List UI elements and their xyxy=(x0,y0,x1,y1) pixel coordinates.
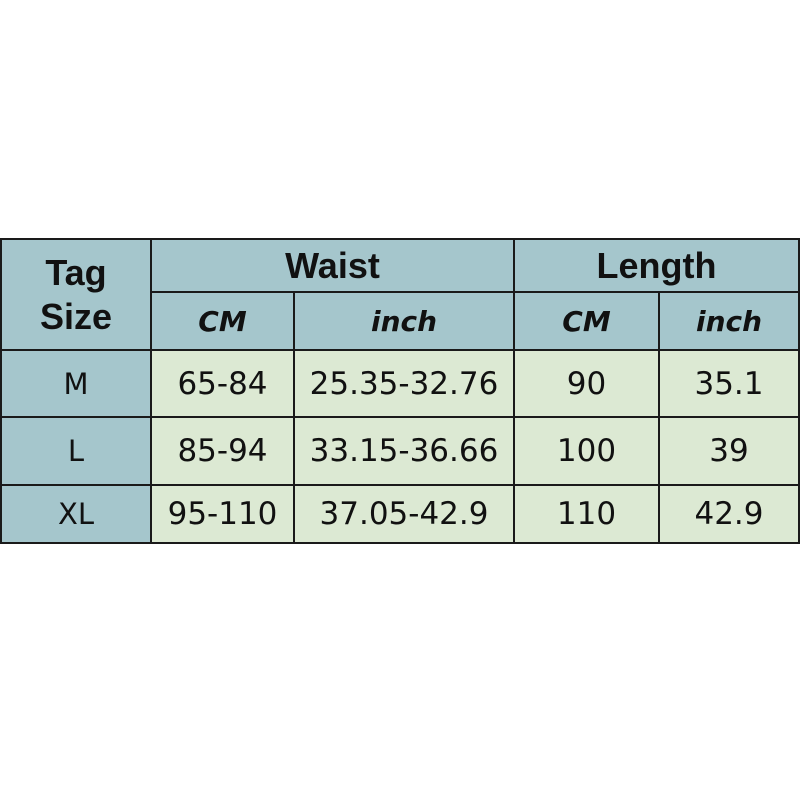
length-inch-cell: 35.1 xyxy=(657,349,800,418)
length-cm-header: CM xyxy=(513,291,660,351)
tag-size-header-line1: Tag xyxy=(45,251,107,293)
waist-cm-cell: 65-84 xyxy=(150,349,295,418)
waist-cm-header: CM xyxy=(150,291,295,351)
waist-inch-cell: 37.05-42.9 xyxy=(293,484,515,544)
waist-header: Waist xyxy=(150,238,515,293)
length-cm-cell: 100 xyxy=(513,416,660,486)
size-chart-table: Tag Size Waist Length CM inch CM inch M 6… xyxy=(0,238,800,544)
length-cm-cell: 110 xyxy=(513,484,660,544)
size-cell: XL xyxy=(0,484,152,544)
waist-cm-cell: 85-94 xyxy=(150,416,295,486)
waist-inch-header: inch xyxy=(293,291,515,351)
waist-inch-cell: 33.15-36.66 xyxy=(293,416,515,486)
table-row: L 85-94 33.15-36.66 100 39 xyxy=(0,416,800,486)
waist-cm-cell: 95-110 xyxy=(150,484,295,544)
size-cell: L xyxy=(0,416,152,486)
length-inch-header: inch xyxy=(657,291,800,351)
tag-size-header-line2: Size xyxy=(39,295,113,337)
length-inch-cell: 39 xyxy=(657,416,800,486)
length-cm-cell: 90 xyxy=(513,349,660,418)
table-row: XL 95-110 37.05-42.9 110 42.9 xyxy=(0,484,800,544)
tag-size-header: Tag Size xyxy=(0,238,152,351)
size-cell: M xyxy=(0,349,152,418)
table-row: M 65-84 25.35-32.76 90 35.1 xyxy=(0,349,800,418)
length-header: Length xyxy=(512,238,800,293)
length-inch-cell: 42.9 xyxy=(657,484,800,544)
waist-inch-cell: 25.35-32.76 xyxy=(293,349,515,418)
